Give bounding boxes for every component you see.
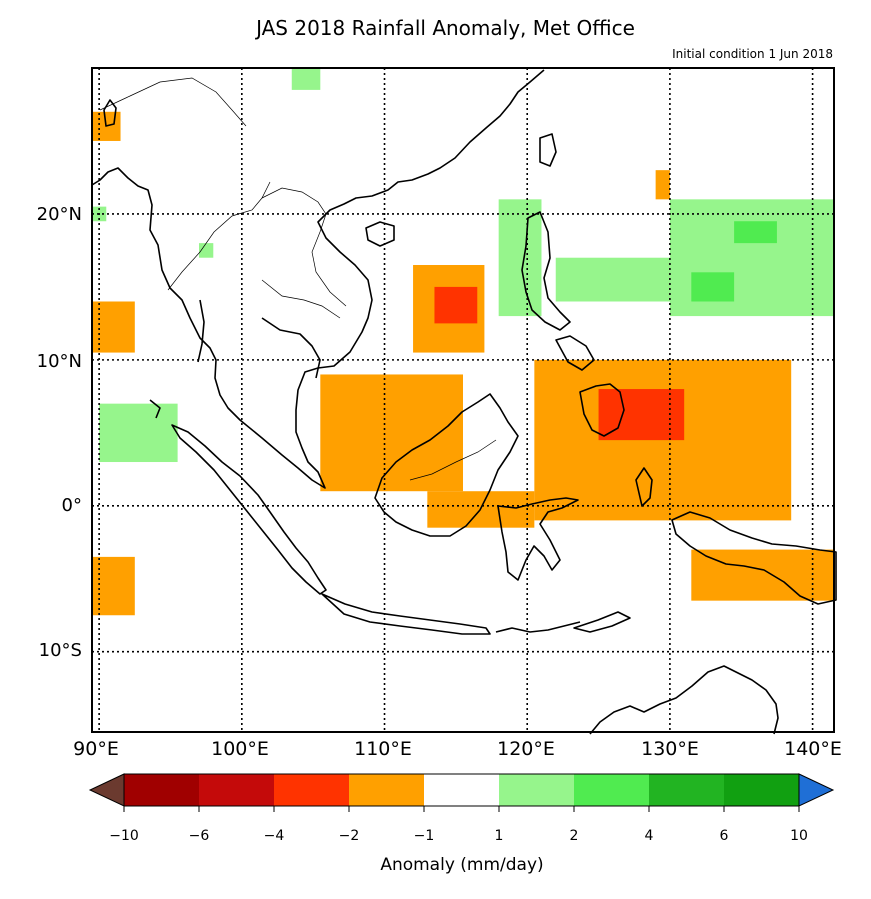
anomaly-cell [534, 359, 792, 521]
anomaly-cell [734, 221, 777, 244]
colorbar-swatch [124, 774, 199, 806]
lon-label-90e: 90°E [73, 738, 119, 760]
anomaly-cell [691, 272, 735, 302]
map-frame [91, 67, 835, 733]
coastline-sri-lanka [103, 99, 117, 127]
colorbar-tick: 6 [719, 828, 729, 844]
lat-label-10s: 10°S [38, 640, 82, 661]
colorbar-tick: −4 [263, 828, 285, 844]
coastline-hainan [365, 221, 395, 247]
coastline-borneo [374, 393, 519, 537]
coastline-mindanao [579, 383, 625, 437]
coastline-lesser-sunda [495, 621, 581, 633]
border-laos-vietnam [261, 187, 347, 307]
coastline-gulf-of-thailand [261, 317, 321, 379]
colorbar-swatch [199, 774, 274, 806]
colorbar-swatch [349, 774, 424, 806]
anomaly-cell [320, 374, 463, 492]
coastline-java [321, 593, 491, 635]
colorbar-swatch [424, 774, 499, 806]
lat-label-10n: 10°N [36, 351, 82, 372]
figure-subtitle: Initial condition 1 Jun 2018 [672, 47, 833, 61]
colorbar-swatch [274, 774, 349, 806]
colorbar-tick: −6 [188, 828, 210, 844]
colorbar-swatch [649, 774, 724, 806]
lon-label-110e: 110°E [354, 738, 412, 760]
colorbar [88, 773, 835, 812]
lon-label-130e: 130°E [641, 738, 699, 760]
lat-label-20n: 20°N [36, 204, 82, 225]
coastline-timor [573, 611, 631, 633]
anomaly-cell [691, 549, 834, 601]
lon-label-140e: 140°E [784, 738, 842, 760]
coastline-andaman [197, 299, 205, 363]
border-myanmar-thailand [167, 181, 271, 291]
anomaly-cell [555, 257, 678, 302]
colorbar-tick: −10 [109, 828, 139, 844]
colorbar-swatch [574, 774, 649, 806]
country-borders-layer [99, 77, 497, 481]
colorbar-tick: 10 [790, 828, 808, 844]
anomaly-cell [434, 286, 478, 324]
coastline-luzon [521, 211, 571, 331]
coastline-mainland-asia [91, 69, 545, 489]
colorbar-tick: 1 [494, 828, 504, 844]
lon-label-120e: 120°E [497, 738, 555, 760]
coastline-nicobar [149, 399, 161, 419]
lon-label-100e: 100°E [211, 738, 269, 760]
colorbar-label: Anomaly (mm/day) [380, 855, 544, 875]
gridlines-layer [92, 68, 834, 732]
anomaly-cell [199, 243, 214, 258]
figure-title: JAS 2018 Rainfall Anomaly, Met Office [256, 16, 635, 40]
border-thailand-cambodia [261, 279, 341, 319]
border-borneo [409, 439, 497, 481]
coastline-australia-north [589, 665, 779, 735]
coastline-layer [91, 69, 837, 735]
anomaly-cells-layer [92, 68, 834, 616]
colorbar-tick: −2 [338, 828, 360, 844]
coastline-taiwan [539, 133, 557, 167]
coastline-halmahera [635, 467, 653, 507]
coastline-new-guinea [671, 511, 837, 605]
lat-label-0: 0° [61, 495, 82, 516]
coastline-sumatra [171, 424, 327, 595]
anomaly-cell [99, 403, 178, 463]
anomaly-cell [92, 556, 135, 616]
coastline-sulawesi [497, 497, 579, 581]
colorbar-outline [123, 773, 800, 807]
colorbar-swatch [724, 774, 799, 806]
colorbar-swatch [499, 774, 574, 806]
colorbar-tick: 4 [644, 828, 654, 844]
border-china-north [99, 77, 247, 127]
anomaly-cell [498, 199, 542, 317]
anomaly-cell [655, 170, 670, 200]
colorbar-tick: −1 [413, 828, 435, 844]
anomaly-cell [291, 68, 321, 90]
colorbar-tick: 2 [569, 828, 579, 844]
